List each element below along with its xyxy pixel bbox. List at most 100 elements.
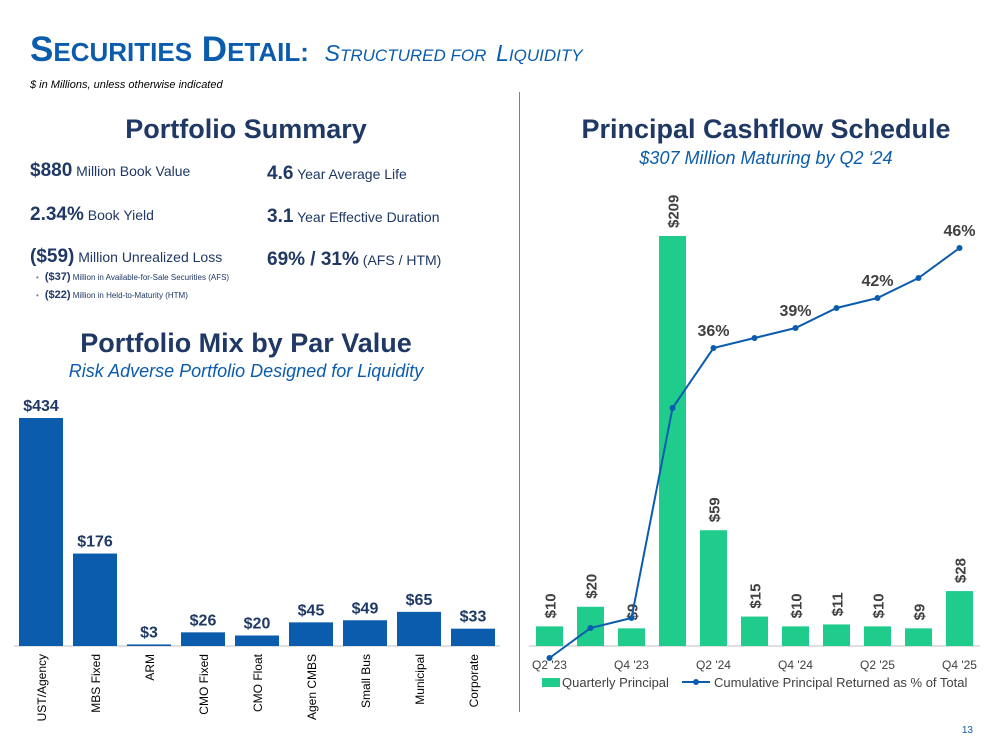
stat-effective-duration: 3.1 Year Effective Duration: [267, 206, 439, 228]
book-value-number: $880: [30, 160, 73, 181]
cashflow-bar-value-label: $10: [789, 593, 806, 618]
afs-loss-label: Million in Available-for-Sale Securities…: [72, 273, 230, 282]
mix-category-label: Corporate: [467, 654, 481, 708]
book-yield-label: Book Yield: [87, 207, 154, 223]
htm-loss-label: Million in Held-to-Maturity (HTM): [72, 291, 188, 300]
effective-duration-number: 3.1: [267, 206, 294, 227]
stat-afs-htm-split: 69% / 31% (AFS / HTM): [267, 249, 441, 271]
mix-category-label: Municipal: [413, 654, 427, 705]
book-value-label: Million Book Value: [76, 163, 191, 179]
cumulative-point: [915, 275, 922, 281]
subtitle-word-structured: TRUCTURED FOR: [339, 46, 487, 65]
effective-duration-label: Year Effective Duration: [297, 209, 440, 225]
cumulative-point: [751, 335, 758, 341]
cashflow-bar: [741, 616, 768, 646]
cashflow-heading: Principal Cashflow Schedule: [581, 114, 951, 144]
mix-category-label: UST/Agency: [35, 654, 49, 721]
cumulative-value-label: 36%: [697, 323, 729, 340]
cumulative-point: [669, 405, 676, 411]
book-yield-number: 2.34%: [30, 204, 84, 225]
cashflow-bar: [782, 626, 809, 646]
mix-bar: [397, 611, 441, 646]
cashflow-bar: [536, 626, 563, 646]
mix-bar-value-label: $3: [140, 624, 158, 641]
portfolio-mix-subheading: Risk Adverse Portfolio Designed for Liqu…: [68, 361, 424, 381]
mix-bar-value-label: $26: [190, 612, 217, 629]
cashflow-bar-value-label: $20: [584, 574, 601, 599]
title-subtitle: STRUCTURED FOR LIQUIDITY: [325, 30, 583, 69]
cashflow-tick-label: Q2 '24: [696, 658, 731, 672]
title-initial-s: S: [30, 30, 54, 69]
subtitle-word-liquidity: IQUIDITY: [508, 46, 583, 65]
afs-htm-label: (AFS / HTM): [362, 252, 442, 268]
stat-book-yield: 2.34% Book Yield: [30, 204, 154, 226]
legend-marker-cumulative: [693, 679, 699, 685]
cashflow-bar: [946, 591, 973, 646]
mix-category-label: MBS Fixed: [89, 654, 103, 713]
mix-bar-value-label: $49: [352, 600, 379, 617]
legend-label-quarterly: Quarterly Principal: [562, 675, 669, 690]
mix-bar: [19, 418, 63, 646]
cumulative-value-label: 39%: [779, 303, 811, 320]
mix-category-label: ARM: [143, 654, 157, 681]
units-note: $ in Millions, unless otherwise indicate…: [30, 79, 223, 91]
bullet-afs-loss: • ($37) Million in Available-for-Sale Sec…: [36, 271, 230, 283]
subtitle-initial-l: L: [496, 40, 509, 66]
title-word-securities: ECURITIES: [53, 37, 193, 67]
cashflow-subheading: $307 Million Maturing by Q2 ‘24: [639, 148, 893, 168]
portfolio-summary-heading: Portfolio Summary: [125, 114, 367, 144]
mix-category-label: CMO Float: [251, 653, 265, 712]
cumulative-point: [874, 295, 881, 301]
portfolio-mix-chart: $434 UST/Agency $176 MBS Fixed $3 ARM $26 CMO F…: [14, 398, 500, 721]
mix-bar-value-label: $20: [244, 615, 271, 632]
mix-category-label: Agen CMBS: [305, 654, 319, 720]
cashflow-tick-label: Q4 '23: [614, 658, 649, 672]
cashflow-chart: $10 Q2 '23 $20 $9 Q4 '23 $209 $59 Q2 '24 $15 $10 Q…: [529, 195, 980, 690]
cashflow-bar-value-label: $9: [912, 604, 929, 621]
mix-bar: [181, 632, 225, 646]
cashflow-bar: [659, 236, 686, 646]
mix-bar: [343, 620, 387, 646]
unrealized-loss-label: Million Unrealized Loss: [78, 249, 223, 265]
mix-bar: [235, 635, 279, 646]
cashflow-bar: [864, 626, 891, 646]
legend-label-cumulative: Cumulative Principal Returned as % of To…: [714, 675, 967, 690]
subtitle-initial-s: S: [324, 40, 340, 66]
cashflow-tick-label: Q2 '23: [532, 658, 567, 672]
htm-loss-number: ($22): [44, 289, 71, 301]
stat-average-life: 4.6 Year Average Life: [267, 163, 407, 185]
cumulative-point: [792, 325, 799, 331]
cumulative-point: [710, 345, 717, 351]
cashflow-tick-label: Q4 '24: [778, 658, 813, 672]
page-number: 13: [961, 725, 973, 736]
bullet-htm-loss: • ($22) Million in Held-to-Maturity (HTM): [36, 289, 188, 301]
cumulative-point: [546, 655, 553, 661]
cashflow-bar-value-label: $28: [953, 558, 970, 583]
cashflow-bar-value-label: $59: [707, 497, 724, 522]
cashflow-tick-label: Q4 '25: [942, 658, 977, 672]
afs-htm-number: 69% / 31%: [267, 249, 359, 270]
unrealized-loss-number: ($59): [30, 246, 75, 267]
mix-bar-value-label: $33: [460, 609, 487, 626]
average-life-label: Year Average Life: [297, 166, 407, 182]
cumulative-point: [833, 305, 840, 311]
title-word-detail: ETAIL:: [227, 37, 309, 67]
cashflow-bar-value-label: $10: [543, 593, 560, 618]
page-title: SECURITIES DETAIL: STRUCTURED FOR LIQUID…: [30, 30, 583, 70]
cashflow-bar: [700, 530, 727, 646]
mix-bar-value-label: $434: [23, 398, 59, 415]
portfolio-mix-heading: Portfolio Mix by Par Value: [80, 328, 412, 358]
stat-book-value: $880 Million Book Value: [30, 160, 190, 182]
title-initial-d: D: [201, 30, 228, 69]
mix-bar-value-label: $45: [298, 602, 325, 619]
cashflow-bar: [823, 624, 850, 646]
cumulative-point: [956, 245, 963, 251]
vertical-divider: [519, 92, 520, 712]
legend-swatch-quarterly: [542, 678, 560, 687]
mix-category-label: Small Bus: [359, 654, 373, 708]
mix-bar: [127, 644, 171, 646]
cumulative-value-label: 42%: [861, 273, 893, 290]
mix-category-label: CMO Fixed: [197, 654, 211, 715]
cashflow-bar-value-label: $10: [871, 593, 888, 618]
cashflow-bar: [905, 628, 932, 646]
